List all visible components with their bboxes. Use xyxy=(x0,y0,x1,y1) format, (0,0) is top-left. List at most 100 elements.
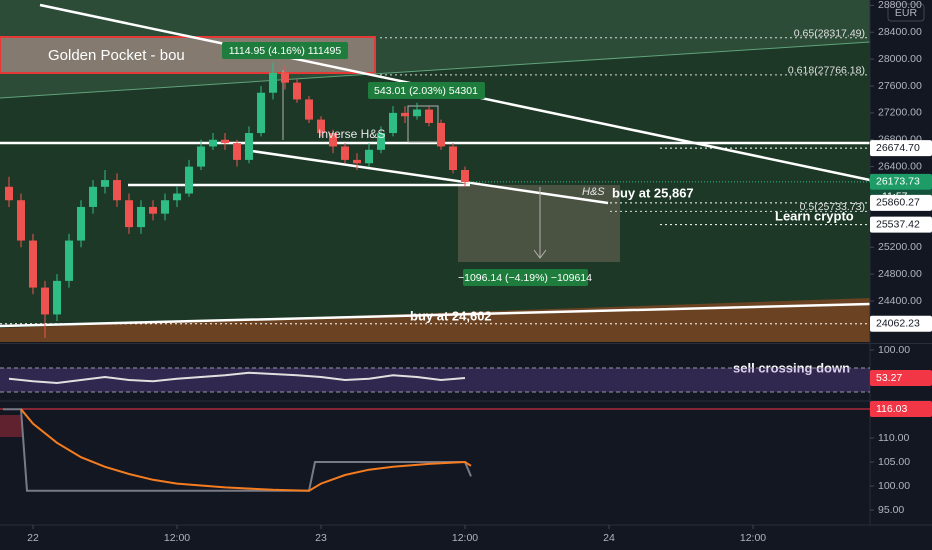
y-tick-label: 100.00 xyxy=(878,480,910,492)
y-tick-label: 100.00 xyxy=(878,344,910,356)
y-tick-label: 24400.00 xyxy=(878,295,922,307)
candle-body xyxy=(257,92,265,134)
y-tick-label: 27600.00 xyxy=(878,80,922,92)
candle-body xyxy=(185,166,193,194)
x-tick-label: 24 xyxy=(603,532,615,544)
candle-body xyxy=(233,143,241,160)
candle-body xyxy=(125,200,133,228)
candle-body xyxy=(401,112,409,117)
annotation: Learn crypto xyxy=(775,208,854,223)
series-line xyxy=(8,371,466,385)
candle-body xyxy=(449,146,457,170)
price-tag-label: 26674.70 xyxy=(876,142,920,154)
candle-body xyxy=(5,186,13,201)
annotation: Inverse H&S xyxy=(318,127,385,141)
price-tag xyxy=(870,140,932,157)
candle-body xyxy=(17,200,25,241)
candle-body xyxy=(461,169,469,183)
measure-tag xyxy=(368,82,485,99)
candle-body xyxy=(89,186,97,207)
candle-body xyxy=(221,139,229,144)
fib-label: 0.618(27766.18) xyxy=(788,65,865,77)
candle-body xyxy=(173,193,181,201)
value-tag-label: 53.27 xyxy=(876,372,902,384)
price-tag xyxy=(870,173,932,190)
annotation: −1096.14 (−4.19%) −109614 xyxy=(458,272,592,284)
x-tick-label: 22 xyxy=(27,532,39,544)
candle-body xyxy=(29,240,37,288)
candle-body xyxy=(269,72,277,93)
y-tick-label: 27200.00 xyxy=(878,107,922,119)
candle-body xyxy=(425,109,433,123)
price-tag xyxy=(870,194,932,211)
currency: EUR xyxy=(895,7,918,19)
candle-body xyxy=(197,146,205,167)
x-tick-label: 23 xyxy=(315,532,327,544)
marks xyxy=(5,62,469,338)
candle-body xyxy=(353,159,361,164)
candle-body xyxy=(389,112,397,134)
candle-body xyxy=(365,149,373,164)
candle-body xyxy=(209,139,217,147)
level-label: 116.03 xyxy=(876,403,907,415)
level-tag xyxy=(870,401,932,418)
y-tick-label: 105.00 xyxy=(878,456,910,468)
y-tick-label: 25200.00 xyxy=(878,241,922,253)
y-tick-label: 95.00 xyxy=(878,504,904,516)
signal-box xyxy=(0,415,22,437)
price-tag-label: 26173.73 xyxy=(876,176,920,188)
annotation: 1114.95 (4.16%) 111495 xyxy=(229,45,342,57)
measure-tag xyxy=(463,269,588,286)
candle-body xyxy=(437,122,445,147)
y-tick-label: 110.00 xyxy=(878,432,909,444)
candle-body xyxy=(101,180,109,187)
fib-label: 0.65(28317.49) xyxy=(794,28,865,40)
x-tick-label: 12:00 xyxy=(452,532,478,544)
candle-body xyxy=(329,133,337,147)
x-tick-label: 12:00 xyxy=(740,532,766,544)
candle-body xyxy=(161,200,169,214)
series-line xyxy=(20,408,472,492)
candle-body xyxy=(149,206,157,214)
y-tick-label: 28800.00 xyxy=(878,0,922,11)
candle-body xyxy=(113,180,121,201)
candle-body xyxy=(65,240,73,281)
price-tag-label: 24062.23 xyxy=(876,317,920,329)
candle-body xyxy=(137,206,145,228)
annotation: Golden Pocket - bou xyxy=(48,47,185,64)
annotation: H&S xyxy=(582,186,605,198)
candle-body xyxy=(377,133,385,150)
series-line xyxy=(3,408,472,492)
neckline xyxy=(244,148,609,205)
trend-line xyxy=(0,302,871,328)
candle-body xyxy=(53,280,61,315)
annotation: 543.01 (2.03%) 54301 xyxy=(374,85,478,97)
candle-body xyxy=(245,133,253,160)
candle-body xyxy=(413,109,421,117)
currency-box xyxy=(887,3,925,22)
arrow-head xyxy=(533,249,547,259)
fib-label: 0.5(25733.73) xyxy=(800,201,865,213)
y-tick-label: 24800.00 xyxy=(878,268,922,280)
price-tag xyxy=(870,216,932,233)
y-tick-label: 28400.00 xyxy=(878,26,922,38)
projection-box xyxy=(458,185,620,262)
candle-body xyxy=(317,119,325,134)
candle-body xyxy=(293,82,301,100)
price-tag xyxy=(870,315,932,332)
value-tag xyxy=(870,370,932,387)
price-tag-label: 25537.42 xyxy=(876,218,920,230)
candle-body xyxy=(305,99,313,120)
price-tag-label: 25860.27 xyxy=(876,197,920,209)
annotation: buy at 25,867 xyxy=(612,185,694,200)
candle-body xyxy=(41,287,49,315)
trend-line xyxy=(0,41,871,99)
y-tick-label: 28000.00 xyxy=(878,53,922,65)
x-tick-label: 12:00 xyxy=(164,532,190,544)
annotation: buy at 24,602 xyxy=(410,308,492,323)
y-tick-label: 26400.00 xyxy=(878,160,922,172)
measure-tag xyxy=(222,42,348,59)
candle-body xyxy=(281,72,289,83)
candle-body xyxy=(77,206,85,241)
